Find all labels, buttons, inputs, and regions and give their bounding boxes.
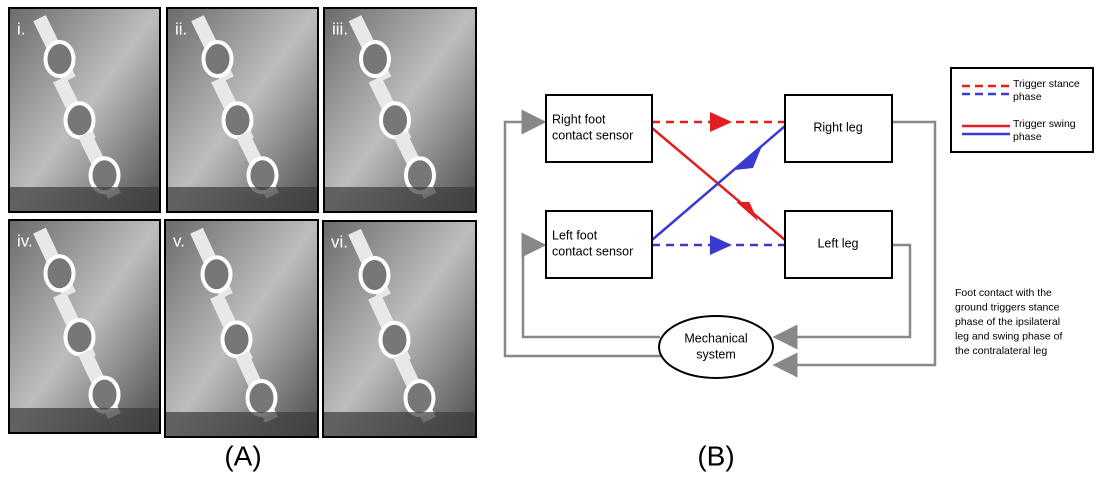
node-label: Left leg xyxy=(817,236,858,250)
joint xyxy=(224,103,252,137)
joint xyxy=(381,323,409,357)
floor xyxy=(166,412,317,436)
joint xyxy=(223,322,251,356)
joint xyxy=(381,103,409,137)
node-label: contact sensor xyxy=(552,244,633,258)
joint xyxy=(204,42,232,76)
note: leg and swing phase of xyxy=(955,330,1062,342)
joint xyxy=(91,378,119,412)
joint xyxy=(46,42,74,76)
floor xyxy=(10,408,159,432)
panel-label: (B) xyxy=(697,440,734,471)
node-label: Right foot xyxy=(552,112,606,126)
joint xyxy=(66,320,94,354)
floor xyxy=(10,187,159,211)
photo-label: v. xyxy=(173,231,185,250)
floor xyxy=(324,412,475,436)
photo-label: i. xyxy=(17,19,26,38)
legend-label: phase xyxy=(1013,131,1042,143)
node-label: Left foot xyxy=(552,228,598,242)
node-label: Mechanical xyxy=(684,331,747,345)
joint xyxy=(361,42,389,76)
legend-label: phase xyxy=(1013,91,1042,103)
figure: i. ii. iii. iv. v. vi. (A) Right foot contact … xyxy=(0,0,1106,477)
photo-label: iv. xyxy=(17,231,33,250)
note: the contralateral leg xyxy=(955,345,1047,357)
trigger-lines xyxy=(652,122,785,245)
joint xyxy=(203,257,231,291)
note: phase of the ipsilateral xyxy=(955,316,1060,328)
legend-label: Trigger swing xyxy=(1013,118,1076,130)
joint xyxy=(406,381,434,415)
joint xyxy=(248,381,276,415)
joint xyxy=(66,103,94,137)
node-label: system xyxy=(696,347,736,361)
photo-label: iii. xyxy=(332,19,348,38)
joint xyxy=(46,256,74,290)
photo-label: ii. xyxy=(175,19,187,38)
floor xyxy=(168,187,317,211)
legend-label: Trigger stance xyxy=(1013,78,1080,90)
node-label: Right leg xyxy=(813,120,862,134)
photo-panel: i. ii. iii. iv. v. vi. xyxy=(9,8,476,437)
node-label: contact sensor xyxy=(552,128,633,142)
note: ground triggers stance xyxy=(955,301,1060,313)
joint xyxy=(361,258,389,292)
note: Foot contact with the xyxy=(955,287,1052,299)
photo-label: vi. xyxy=(331,232,348,251)
panel-label: (A) xyxy=(224,440,261,471)
floor xyxy=(325,187,475,211)
